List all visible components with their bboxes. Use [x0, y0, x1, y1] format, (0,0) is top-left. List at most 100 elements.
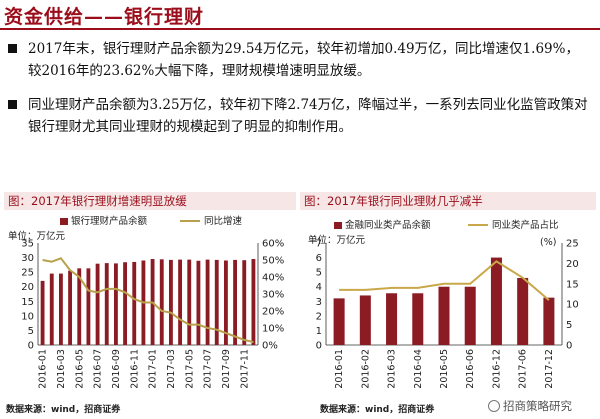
bar	[214, 259, 219, 345]
x-tick-label: 2016-06	[465, 349, 476, 389]
bar	[104, 263, 109, 345]
x-tick-label: 2016-05	[439, 349, 450, 389]
y-right-tick-label: 0	[566, 341, 572, 352]
y-left-tick-label: 35	[21, 239, 34, 250]
legend-bar-swatch	[60, 218, 68, 225]
bar	[168, 259, 173, 345]
x-tick-label: 2016-05	[74, 349, 85, 389]
bar	[543, 297, 555, 345]
bar	[517, 277, 529, 345]
bullet-text-1: 2017年末，银行理财产品余额为29.54万亿元，较年初增加0.49万亿，同比增…	[28, 41, 579, 79]
square-bullet-icon	[8, 44, 17, 53]
y-left-tick-label: 6	[316, 253, 322, 264]
y-right-tick-label: 60%	[262, 239, 284, 250]
y-right-tick-label: 10%	[262, 324, 284, 335]
legend-bar-label: 银行理财产品余额	[71, 215, 148, 227]
bar	[490, 257, 502, 345]
bar	[86, 268, 91, 345]
bar	[205, 259, 210, 345]
y-left-tick-label: 0	[28, 341, 34, 352]
bar	[123, 262, 128, 345]
bar	[233, 259, 238, 345]
y-right-tick-label: 5	[566, 320, 572, 331]
y-right-tick-label: 40%	[262, 273, 284, 284]
bar	[159, 259, 164, 345]
x-tick-label: 2016-11	[129, 349, 140, 389]
x-tick-label: 2016-04	[413, 349, 424, 389]
bar	[77, 268, 82, 345]
bar	[464, 286, 476, 345]
x-tick-label: 2016-01	[334, 349, 345, 389]
bar	[132, 261, 137, 345]
bar	[333, 298, 345, 345]
watermark: 招商策略研究	[488, 398, 572, 414]
bar	[386, 293, 398, 345]
bar	[223, 260, 228, 345]
y-left-tick-label: 20	[21, 282, 34, 293]
y-right-tick-label: 20	[566, 259, 579, 270]
title-divider	[0, 28, 600, 30]
bar	[40, 280, 45, 345]
bar	[251, 259, 256, 345]
chart-2-title: 图：2017年银行同业理财几乎减半	[300, 192, 596, 210]
legend-line-label: 同比增速	[204, 215, 243, 227]
x-tick-label: 2017-03	[166, 349, 177, 389]
y-unit-label: 单位：万亿元	[308, 234, 366, 246]
bar	[187, 259, 192, 345]
bar	[359, 295, 371, 345]
x-tick-label: 2016-03	[387, 349, 398, 389]
x-tick-label: 2017-05	[184, 349, 195, 389]
chart-1-source: 数据来源：wind，招商证券	[6, 405, 121, 415]
y-left-tick-label: 7	[316, 239, 322, 250]
y-left-tick-label: 15	[21, 297, 34, 308]
bullet-item-1: 2017年末，银行理财产品余额为29.54万亿元，较年初增加0.49万亿，同比增…	[8, 38, 593, 84]
y-left-tick-label: 10	[21, 311, 34, 322]
x-tick-label: 2016-01	[38, 349, 49, 389]
y-right-tick-label: 10	[566, 300, 579, 311]
y-right-tick-label: 0%	[262, 341, 278, 352]
y-left-tick-label: 25	[21, 268, 34, 279]
bar	[95, 263, 100, 345]
bar	[178, 259, 183, 345]
watermark-text: 招商策略研究	[503, 399, 572, 413]
square-bullet-icon	[8, 100, 17, 109]
bar	[113, 263, 118, 345]
bar	[49, 273, 54, 345]
legend-bar-label: 金融同业类产品余额	[345, 219, 431, 231]
y-right-unit-label: (%)	[540, 237, 556, 248]
x-tick-label: 2016-02	[360, 349, 371, 389]
bar	[412, 293, 424, 345]
y-left-tick-label: 1	[316, 326, 322, 337]
x-tick-label: 2017-07	[203, 349, 214, 389]
y-left-tick-label: 5	[316, 268, 322, 279]
y-left-tick-label: 4	[316, 282, 322, 293]
x-tick-label: 2017-01	[148, 349, 159, 389]
page-title: 资金供给——银行理财	[4, 6, 205, 28]
x-tick-label: 2016-12	[491, 349, 502, 389]
bar	[68, 270, 73, 345]
y-left-tick-label: 2	[316, 311, 322, 322]
bullet-item-2: 同业理财产品余额为3.25万亿，较年初下降2.74万亿，降幅过半，一系列去同业化…	[8, 94, 593, 140]
x-tick-label: 2016-09	[111, 349, 122, 389]
y-left-tick-label: 3	[316, 297, 322, 308]
y-right-tick-label: 30%	[262, 290, 284, 301]
legend-bar-swatch	[334, 222, 342, 229]
chart-2-source: 数据来源：wind，招商证券	[320, 405, 435, 415]
y-right-tick-label: 50%	[262, 256, 284, 267]
y-right-tick-label: 25	[566, 239, 579, 250]
y-right-tick-label: 20%	[262, 307, 284, 318]
x-tick-label: 2017-06	[518, 349, 529, 389]
x-tick-label: 2017-11	[239, 349, 250, 389]
chart-2-interbank-balance: 0 1 2 3 4 5 6 7 0 5 10 15 20 25 单位：万亿元 (%) 2016-01 2016-0…	[308, 219, 579, 389]
legend-line-label: 同业类产品占比	[492, 219, 559, 231]
chart-1-title: 图：2017年银行理财增速明显放缓	[4, 192, 296, 210]
x-tick-label: 2017-09	[221, 349, 232, 389]
y-left-tick-label: 30	[21, 253, 34, 264]
series-line	[42, 257, 254, 344]
chart-1-wealth-balance: 0 5 10 15 20 25 30 35 0% 10% 20% 30% 40% 50% 60% 单位：万亿元…	[8, 215, 284, 389]
wechat-icon	[488, 400, 500, 412]
x-tick-label: 2016-07	[93, 349, 104, 389]
bar	[438, 286, 450, 345]
y-left-tick-label: 0	[316, 341, 322, 352]
y-right-tick-label: 15	[566, 279, 579, 290]
